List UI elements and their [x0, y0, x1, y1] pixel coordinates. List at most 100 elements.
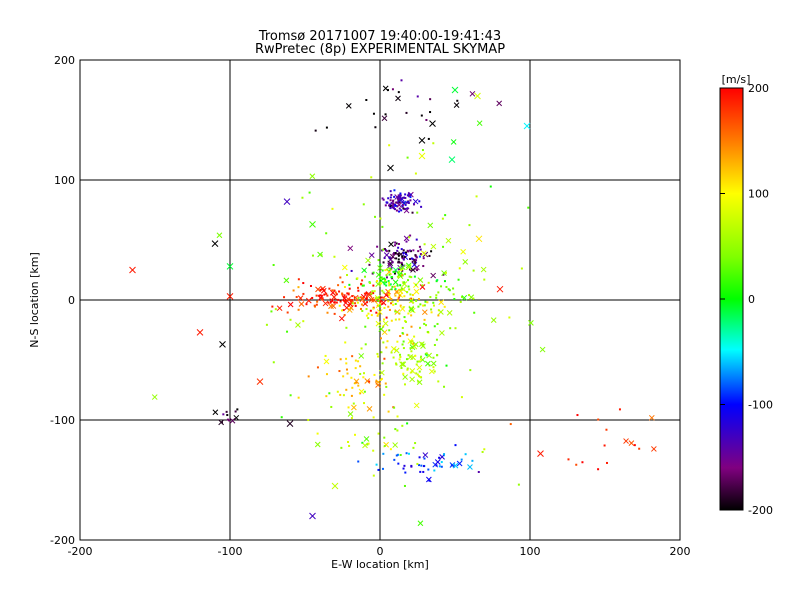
data-point — [400, 261, 403, 264]
data-point — [406, 333, 409, 336]
data-point — [302, 282, 305, 285]
data-point-cross — [496, 285, 504, 293]
data-point — [343, 314, 346, 317]
data-point-cross — [295, 322, 301, 328]
data-point — [398, 210, 401, 213]
data-point — [416, 360, 419, 363]
data-point-cross — [196, 329, 204, 336]
data-point — [597, 418, 600, 421]
data-point — [379, 217, 382, 220]
data-point — [456, 99, 459, 102]
data-point — [376, 245, 379, 248]
data-point-cross — [427, 222, 434, 229]
data-point — [472, 297, 475, 300]
data-point-cross — [387, 164, 394, 172]
data-point — [378, 298, 381, 301]
data-point — [381, 269, 384, 272]
data-point-cross — [233, 414, 240, 421]
data-point — [271, 305, 274, 308]
data-point — [362, 376, 365, 379]
data-point — [427, 281, 430, 284]
data-point — [418, 456, 421, 459]
data-point — [410, 371, 413, 374]
data-point-cross — [407, 354, 414, 360]
data-point — [415, 283, 418, 286]
data-point — [391, 261, 394, 264]
data-point-cross — [441, 270, 447, 276]
data-point-cross — [399, 264, 406, 271]
data-point — [410, 300, 413, 303]
data-point — [297, 396, 300, 399]
data-point — [472, 269, 475, 272]
data-point — [270, 310, 273, 313]
data-point — [377, 468, 380, 471]
data-point — [400, 366, 403, 369]
data-point — [397, 246, 400, 249]
data-point — [389, 207, 392, 210]
data-point — [377, 299, 380, 302]
data-point — [348, 298, 351, 301]
data-point — [396, 298, 399, 301]
data-point — [436, 354, 439, 357]
data-point — [409, 249, 412, 252]
data-point — [443, 280, 446, 283]
data-point — [414, 354, 417, 357]
data-point — [400, 268, 403, 271]
data-point — [418, 200, 421, 203]
data-point-cross — [651, 446, 657, 452]
data-point — [355, 299, 358, 302]
data-point-cross — [476, 120, 483, 127]
data-point — [399, 194, 402, 197]
data-point — [410, 464, 413, 467]
data-point — [416, 373, 419, 376]
data-point — [394, 318, 397, 321]
data-point — [372, 271, 375, 274]
data-point-cross — [375, 382, 381, 388]
data-point-cross — [309, 173, 316, 180]
data-point-cross — [480, 266, 487, 273]
colorbar-tick-label: -200 — [748, 504, 773, 517]
data-point-cross — [446, 310, 453, 316]
data-point — [435, 296, 438, 299]
data-point-cross — [211, 240, 219, 247]
data-point — [374, 215, 377, 218]
data-point — [603, 444, 606, 447]
data-point — [445, 364, 448, 367]
data-point — [274, 308, 277, 311]
data-point — [395, 454, 398, 457]
data-point — [416, 269, 419, 272]
data-point — [440, 285, 443, 288]
data-point — [378, 304, 381, 307]
data-point — [393, 203, 396, 206]
data-point — [401, 343, 404, 346]
data-point — [415, 256, 418, 259]
data-point — [359, 372, 362, 375]
data-point — [409, 199, 412, 202]
data-point-cross — [375, 281, 382, 287]
data-point — [423, 318, 426, 321]
data-point — [382, 198, 385, 201]
y-tick-label: -100 — [50, 414, 75, 427]
data-point — [400, 79, 403, 82]
data-point — [394, 208, 397, 211]
data-point — [325, 232, 328, 235]
data-point — [320, 298, 323, 301]
data-point — [404, 320, 407, 323]
data-point — [404, 203, 407, 206]
data-point — [422, 470, 425, 473]
data-point — [364, 343, 367, 346]
data-point — [597, 468, 600, 471]
data-point — [382, 452, 385, 455]
data-point-cross — [429, 120, 436, 127]
data-point — [418, 245, 421, 248]
data-point — [314, 129, 317, 132]
data-point — [361, 441, 364, 444]
data-point — [380, 282, 383, 285]
data-point — [475, 195, 478, 198]
data-point-cross — [418, 341, 425, 347]
data-point-cross — [283, 198, 291, 205]
data-point — [370, 292, 373, 295]
data-point — [369, 281, 372, 284]
data-point-cross — [309, 221, 316, 228]
data-point-cross — [322, 300, 329, 307]
